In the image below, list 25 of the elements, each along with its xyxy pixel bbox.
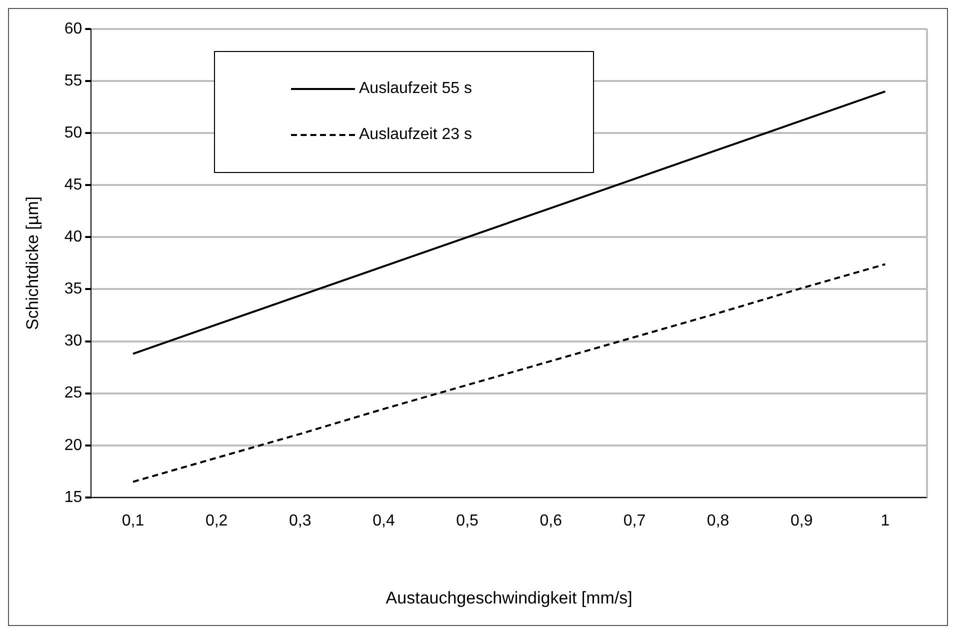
x-tick-label: 0,8	[706, 512, 730, 530]
x-tick-label: 0,2	[205, 512, 228, 530]
x-tick-label: 0,9	[790, 512, 813, 530]
y-tick-label: 35	[64, 280, 82, 298]
y-tick-label: 40	[64, 228, 82, 246]
line-series	[132, 263, 886, 483]
x-tick-label: 0,6	[540, 512, 562, 530]
y-tick-label: 25	[64, 384, 82, 402]
y-tick-label: 55	[64, 72, 82, 90]
y-axis-title: Schichtdicke [µm]	[22, 196, 42, 330]
legend-label: Auslaufzeit 55 s	[359, 80, 472, 98]
x-axis-title: Austauchgeschwindigkeit [mm/s]	[386, 588, 632, 608]
y-tick-label: 20	[64, 436, 82, 454]
legend-label: Auslaufzeit 23 s	[359, 126, 472, 144]
x-tick-label: 0,4	[372, 512, 395, 530]
y-tick-label: 60	[64, 20, 82, 38]
x-tick-label: 0,3	[289, 512, 312, 530]
y-tick-label: 30	[64, 332, 82, 350]
y-tick-label: 15	[64, 488, 82, 506]
x-tick-label: 1	[880, 512, 890, 530]
y-tick-label: 50	[64, 124, 82, 142]
y-tick-label: 45	[64, 176, 82, 194]
x-tick-label: 0,5	[456, 512, 479, 530]
x-tick-label: 0,1	[122, 512, 144, 530]
x-tick-label: 0,7	[623, 512, 646, 530]
